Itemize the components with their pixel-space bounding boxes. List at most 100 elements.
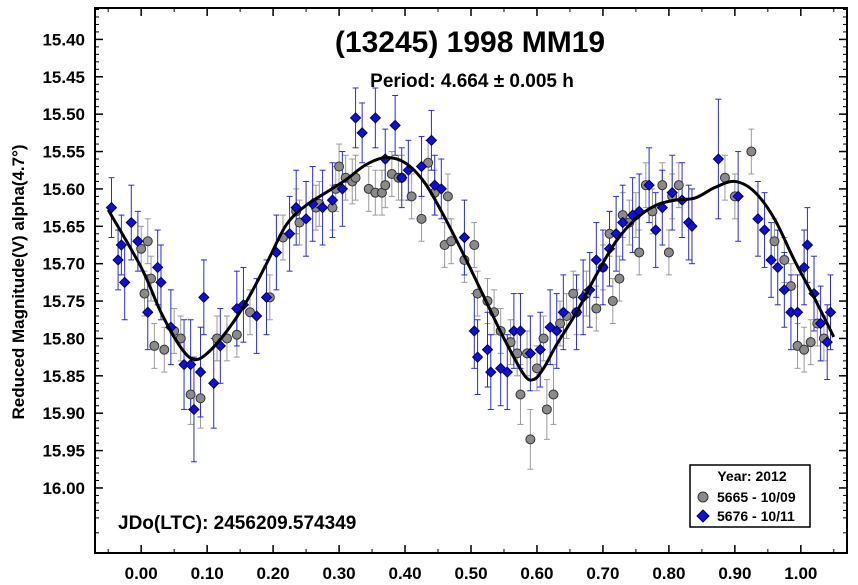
point-5665 — [380, 180, 391, 191]
point-5676 — [481, 343, 494, 356]
point-5665 — [416, 213, 427, 224]
ticks-layer — [95, 8, 847, 553]
point-5676 — [151, 261, 164, 274]
point-5676 — [617, 216, 629, 229]
legend-title: Year: 2012 — [717, 468, 786, 484]
legend-marker-5676 — [696, 509, 710, 523]
point-5676 — [468, 325, 481, 337]
point-5665 — [525, 434, 536, 445]
point-5665 — [607, 296, 618, 307]
point-5676 — [752, 213, 764, 225]
point-5676 — [316, 201, 329, 214]
point-5665 — [663, 247, 674, 258]
x-tick-label: 0.50 — [454, 564, 487, 583]
point-5676 — [649, 224, 662, 236]
point-5665 — [799, 344, 810, 355]
point-5676 — [194, 366, 207, 378]
y-tick-label: 15.90 — [42, 404, 85, 423]
x-tick-label: 0.60 — [520, 564, 553, 583]
point-5665 — [139, 288, 150, 299]
point-5665 — [555, 318, 566, 329]
point-5676 — [356, 127, 368, 139]
legend-label-5665: 5665 - 10/09 — [717, 489, 796, 505]
y-tick-label: 15.70 — [42, 255, 85, 274]
point-5665 — [548, 389, 559, 400]
y-tick-label: 15.45 — [42, 68, 85, 87]
point-5676 — [198, 291, 210, 304]
point-5676 — [142, 306, 154, 318]
point-5676 — [132, 235, 144, 247]
point-5676 — [765, 254, 777, 266]
point-5676 — [389, 119, 401, 132]
point-5665 — [785, 281, 796, 292]
y-tick-label: 16.00 — [42, 479, 85, 498]
y-tick-label: 15.80 — [42, 329, 85, 348]
y-tick-labels: 15.40 15.45 15.50 15.55 15.60 15.65 15.70 15.75… — [42, 30, 85, 498]
point-5676 — [534, 343, 546, 356]
point-5665 — [149, 340, 160, 351]
point-5676 — [524, 347, 537, 360]
point-5676 — [112, 254, 124, 266]
point-5676 — [501, 366, 513, 378]
point-5676 — [471, 351, 484, 363]
point-5676 — [814, 317, 827, 330]
x-tick-label: 0.70 — [586, 564, 619, 583]
point-5665 — [442, 191, 453, 202]
point-5676 — [188, 403, 200, 416]
point-5676 — [551, 325, 563, 337]
point-5665 — [231, 329, 242, 340]
point-5676 — [666, 186, 678, 199]
y-tick-label: 15.55 — [42, 143, 85, 162]
point-5676 — [557, 306, 570, 318]
point-5676 — [300, 213, 312, 225]
point-5665 — [673, 180, 684, 191]
point-5665 — [185, 389, 196, 400]
y-tick-label: 15.75 — [42, 292, 85, 311]
y-tick-label: 15.40 — [42, 30, 85, 49]
y-tick-label: 15.65 — [42, 217, 85, 236]
x-tick-label: 0.10 — [191, 564, 224, 583]
legend-label-5676: 5676 - 10/11 — [717, 508, 795, 524]
x-tick-label: 0.20 — [257, 564, 290, 583]
x-tick-label: 0.00 — [125, 564, 158, 583]
point-5676 — [349, 112, 362, 124]
point-5665 — [805, 337, 816, 348]
point-5665 — [195, 393, 206, 404]
point-5665 — [515, 389, 526, 400]
legend-box — [689, 464, 811, 528]
legend: Year: 2012 5665 - 10/09 5676 - 10/11 — [689, 464, 811, 528]
legend-marker-5665 — [697, 491, 709, 503]
point-5676 — [686, 220, 698, 233]
x-tick-label: 0.40 — [388, 564, 421, 583]
point-5676 — [590, 254, 603, 266]
point-5676 — [118, 276, 131, 289]
point-5665 — [541, 404, 552, 415]
point-5676 — [791, 306, 804, 318]
point-5676 — [824, 306, 837, 318]
point-5676 — [801, 239, 814, 251]
point-5665 — [657, 180, 668, 191]
point-5676 — [125, 216, 137, 229]
point-5676 — [435, 183, 448, 195]
point-5665 — [591, 303, 602, 314]
point-5676 — [712, 153, 725, 165]
y-tick-label: 15.85 — [42, 367, 85, 386]
point-5665 — [634, 247, 645, 258]
point-5676 — [732, 190, 744, 203]
point-5676 — [260, 291, 273, 304]
point-5665 — [423, 157, 434, 168]
chart-subtitle: Period: 4.664 ± 0.005 h — [370, 71, 574, 92]
y-tick-label: 15.60 — [42, 180, 85, 199]
x-tick-label: 0.30 — [323, 564, 356, 583]
point-5676 — [326, 194, 339, 206]
point-5676 — [415, 160, 428, 173]
point-5676 — [772, 261, 784, 274]
fit-curve — [106, 155, 836, 382]
point-5676 — [115, 239, 128, 251]
point-5676 — [643, 179, 655, 191]
point-5665 — [159, 344, 170, 355]
point-5676 — [425, 134, 438, 147]
point-5665 — [245, 307, 256, 318]
